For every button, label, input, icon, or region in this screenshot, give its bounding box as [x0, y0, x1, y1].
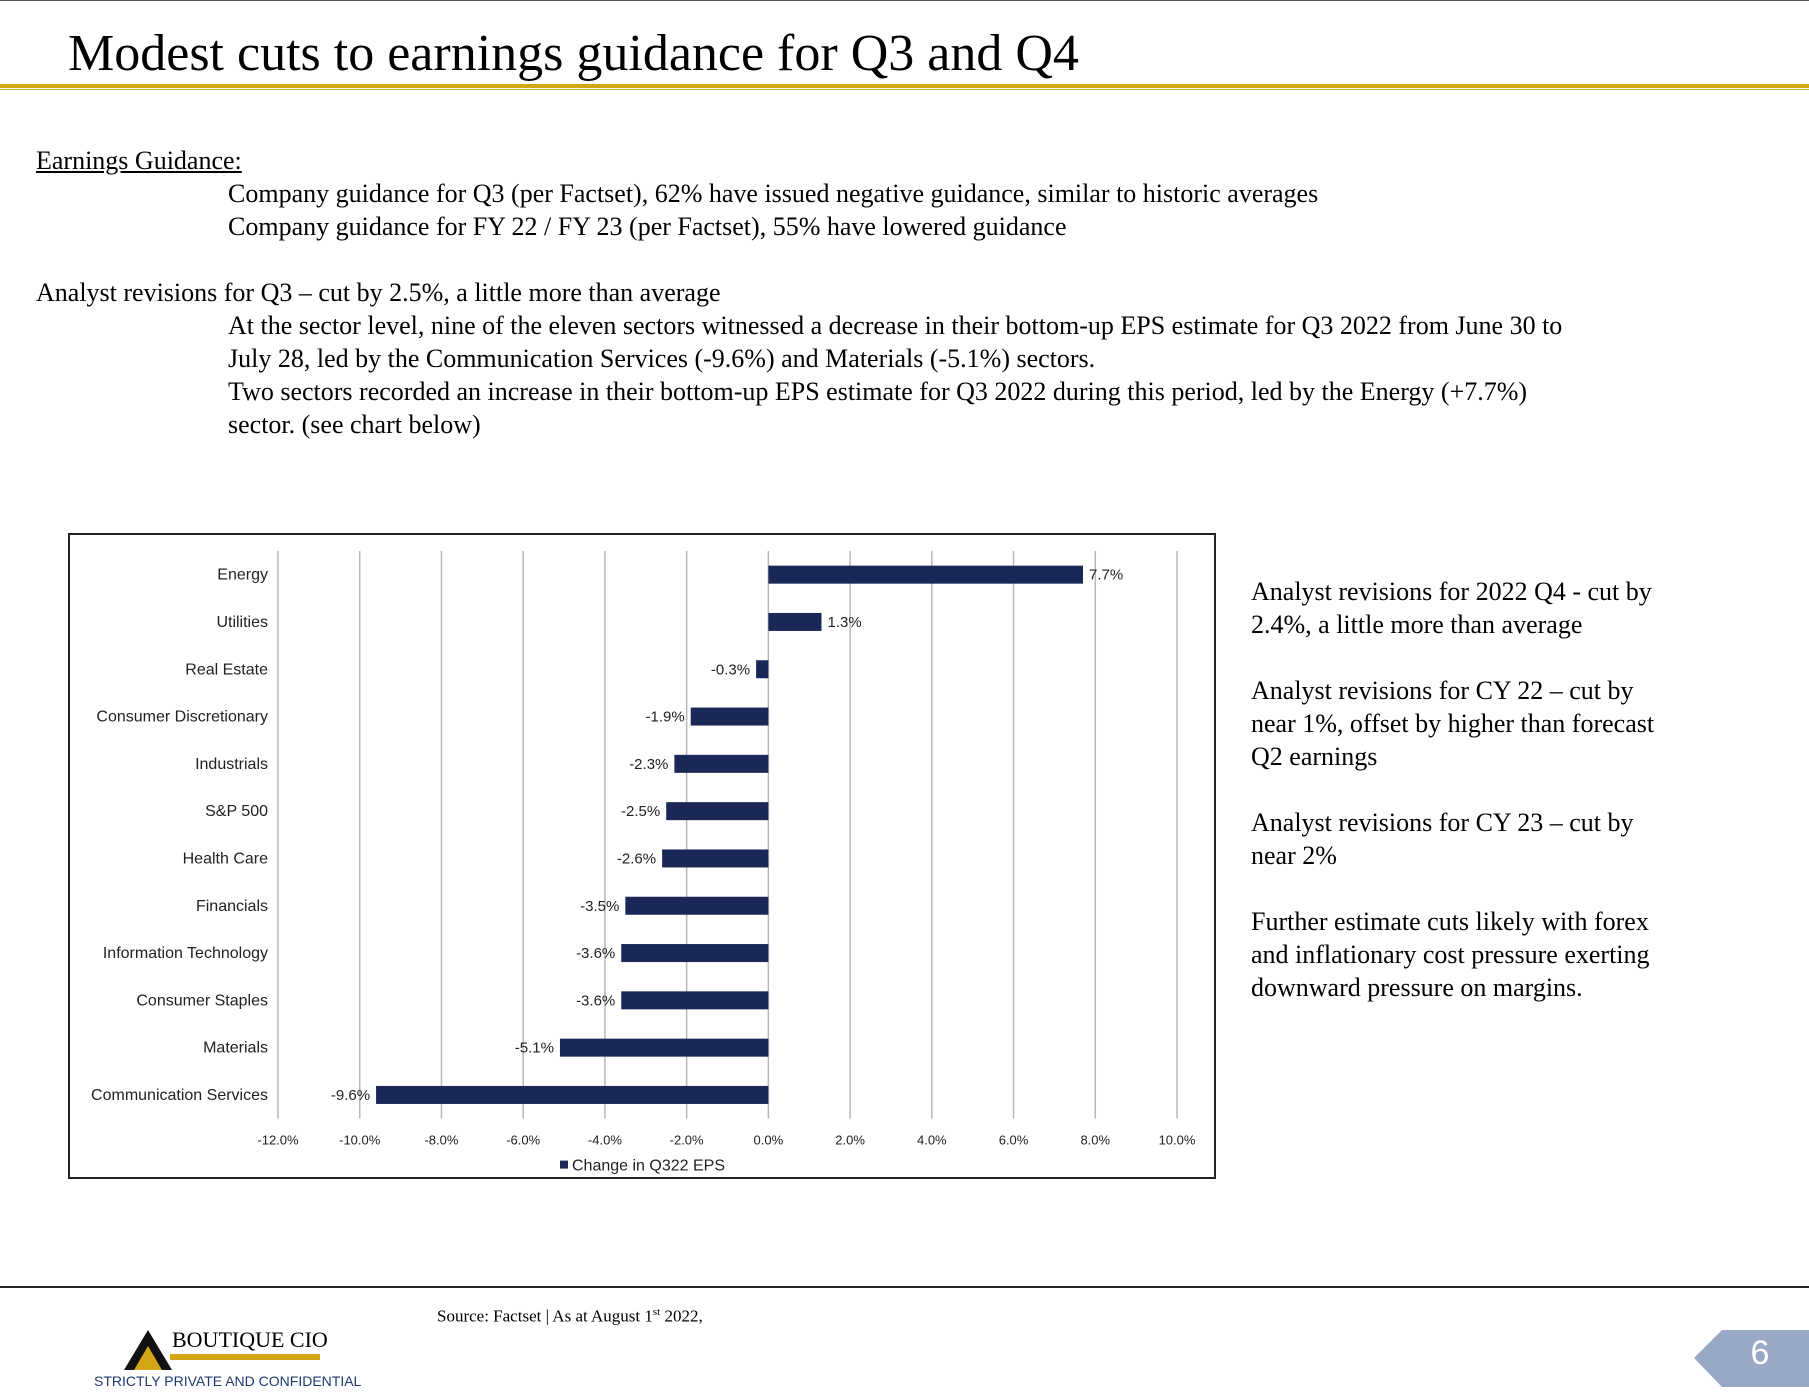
category-label-7: Financials [196, 898, 268, 915]
x-tick-label-11: 10.0% [1159, 1133, 1196, 1148]
x-tick-label-8: 4.0% [917, 1133, 947, 1148]
data-label-3: -1.9% [646, 709, 685, 726]
x-tick-label-6: 0.0% [754, 1133, 784, 1148]
sidebar-line-3: Analyst revisions for CY 22 – cut by [1251, 676, 1634, 705]
category-label-8: Information Technology [103, 945, 268, 962]
x-tick-label-7: 2.0% [835, 1133, 865, 1148]
bar-9 [621, 991, 769, 1010]
category-label-3: Consumer Discretionary [96, 709, 268, 726]
category-label-0: Energy [217, 567, 268, 584]
data-label-6: -2.6% [617, 850, 656, 867]
top-rule [0, 0, 1809, 1]
x-tick-label-3: -6.0% [506, 1133, 540, 1148]
data-label-0: 7.7% [1089, 567, 1123, 584]
source-sup: st [652, 1306, 661, 1318]
data-label-9: -3.6% [576, 992, 615, 1009]
eps-revision-chart: Energy 7.7% Utilities 1.3% Real Estate -0.3% C… [68, 533, 1216, 1179]
x-tick-label-0: -12.0% [257, 1133, 299, 1148]
bar-1 [768, 612, 822, 631]
page-number: 6 [1750, 1334, 1770, 1372]
brand-name: BOUTIQUE CIO [172, 1327, 328, 1352]
sidebar-line-7: near 2% [1251, 841, 1337, 870]
legend-swatch [560, 1160, 568, 1169]
analyst-heading: Analyst revisions for Q3 – cut by 2.5%, … [36, 278, 721, 307]
sidebar-line-8: Further estimate cuts likely with forex [1251, 907, 1649, 936]
data-label-11: -9.6% [331, 1087, 370, 1104]
x-tick-label-1: -10.0% [339, 1133, 381, 1148]
category-label-1: Utilities [216, 614, 268, 631]
page-title: Modest cuts to earnings guidance for Q3 … [68, 25, 1079, 82]
bar-2 [756, 660, 769, 679]
sidebar-line-2: 2.4%, a little more than average [1251, 610, 1583, 639]
data-label-5: -2.5% [621, 803, 660, 820]
x-tick-label-9: 6.0% [999, 1133, 1029, 1148]
sidebar-line-6: Analyst revisions for CY 23 – cut by [1251, 808, 1634, 837]
bar-4 [674, 754, 769, 773]
source-note: Source: Factset | As at August 1st 2022, [437, 1306, 703, 1327]
page-badge-icon [1694, 1330, 1809, 1387]
sidebar-line-4: near 1%, offset by higher than forecast [1251, 709, 1655, 738]
category-label-4: Industrials [195, 756, 268, 773]
bar-7 [625, 896, 769, 915]
category-label-10: Materials [203, 1040, 268, 1057]
sidebar-line-1: Analyst revisions for 2022 Q4 - cut by [1251, 577, 1652, 606]
bar-10 [559, 1038, 769, 1057]
data-label-10: -5.1% [515, 1040, 554, 1057]
data-label-4: -2.3% [629, 756, 668, 773]
bar-0 [768, 565, 1084, 584]
chart-svg: Energy 7.7% Utilities 1.3% Real Estate -0.3% C… [91, 551, 1196, 1175]
category-label-11: Communication Services [91, 1087, 268, 1104]
category-label-2: Real Estate [185, 661, 268, 678]
guidance-line-1: Company guidance for Q3 (per Factset), 6… [228, 179, 1319, 208]
category-label-6: Health Care [183, 850, 268, 867]
analyst-line-2: July 28, led by the Communication Servic… [228, 344, 1096, 373]
analyst-line-4: sector. (see chart below) [228, 410, 481, 439]
guidance-heading: Earnings Guidance: [36, 146, 242, 175]
x-tick-label-4: -4.0% [588, 1133, 622, 1148]
bar-8 [621, 944, 769, 963]
data-label-1: 1.3% [827, 614, 861, 631]
x-tick-label-5: -2.0% [670, 1133, 704, 1148]
legend-label: Change in Q322 EPS [572, 1158, 725, 1175]
title-underline-thin [0, 89, 1809, 90]
x-tick-label-10: 8.0% [1080, 1133, 1110, 1148]
source-suffix: 2022, [660, 1306, 703, 1326]
footer-rule [0, 1286, 1809, 1288]
analyst-line-3: Two sectors recorded an increase in thei… [228, 377, 1528, 406]
bar-11 [376, 1085, 769, 1104]
x-tick-label-2: -8.0% [424, 1133, 458, 1148]
title-underline [0, 84, 1809, 88]
bar-6 [662, 849, 769, 868]
sidebar-line-5: Q2 earnings [1251, 742, 1378, 771]
sidebar-line-9: and inflationary cost pressure exerting [1251, 940, 1650, 969]
analyst-line-1: At the sector level, nine of the eleven … [228, 311, 1563, 340]
data-label-2: -0.3% [711, 661, 750, 678]
guidance-line-2: Company guidance for FY 22 / FY 23 (per … [228, 212, 1067, 241]
sidebar-line-10: downward pressure on margins. [1251, 973, 1583, 1002]
source-prefix: Source: Factset | As at August 1 [437, 1306, 653, 1326]
boutique-cio-logo-icon [124, 1330, 320, 1370]
bar-5 [666, 802, 769, 821]
confidential-tagline: STRICTLY PRIVATE AND CONFIDENTIAL [94, 1373, 362, 1389]
category-label-9: Consumer Staples [136, 992, 268, 1009]
data-label-8: -3.6% [576, 945, 615, 962]
category-label-5: S&P 500 [205, 803, 268, 820]
bar-3 [690, 707, 769, 726]
data-label-7: -3.5% [580, 898, 619, 915]
